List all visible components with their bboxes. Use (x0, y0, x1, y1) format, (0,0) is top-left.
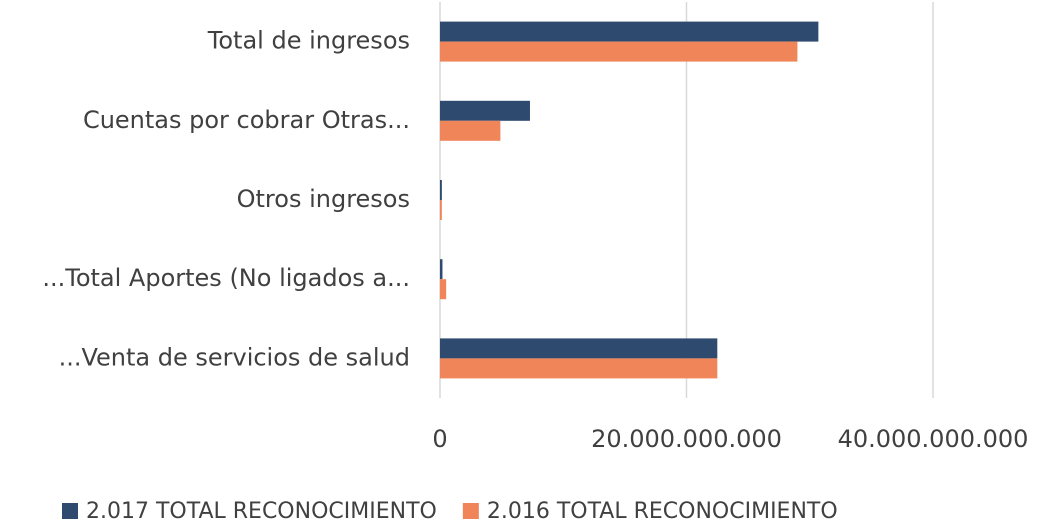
bar (440, 200, 442, 220)
bar (440, 100, 530, 121)
bar (440, 21, 819, 42)
bar (440, 180, 442, 200)
y-tick-label: Total de ingresos (207, 27, 410, 55)
bar (440, 120, 501, 141)
legend-label: 2.017 TOTAL RECONOCIMIENTO (86, 499, 437, 524)
legend-swatch (62, 503, 78, 519)
legend-swatch (462, 503, 479, 519)
y-tick-label: Otros ingresos (237, 185, 410, 213)
bar (440, 279, 447, 300)
x-tick-label: 0 (432, 425, 447, 453)
y-tick-label: ...Venta de servicios de salud (59, 343, 410, 371)
y-tick-label: ...Total Aportes (No ligados a... (42, 264, 410, 292)
bar (440, 259, 443, 280)
bar (440, 41, 798, 62)
bar (440, 338, 718, 359)
x-tick-label: 40.000.000.000 (838, 425, 1029, 453)
y-tick-label: Cuentas por cobrar Otras... (83, 106, 410, 134)
legend-label: 2.016 TOTAL RECONOCIMIENTO (487, 499, 838, 524)
x-tick-label: 20.000.000.000 (591, 425, 782, 453)
bar (440, 358, 718, 379)
